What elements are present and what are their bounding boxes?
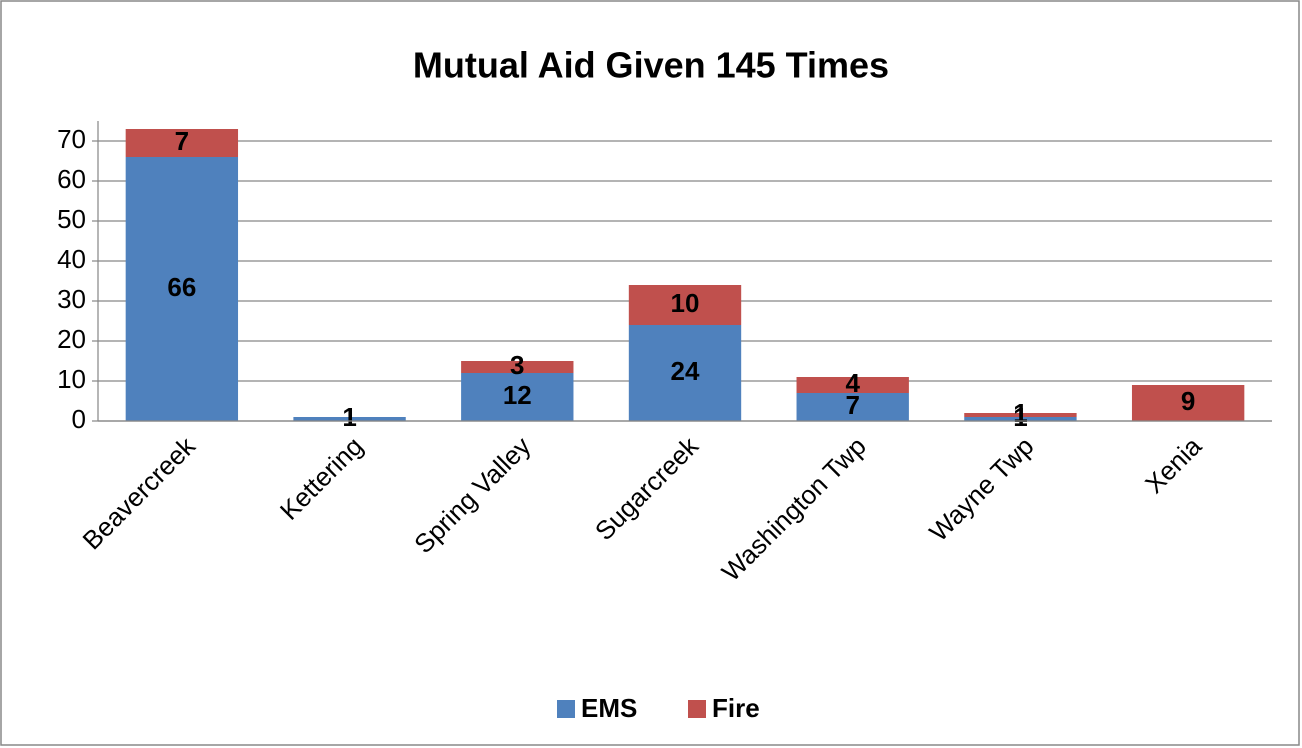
y-tick-label: 10 xyxy=(57,364,86,394)
bar-segment xyxy=(1131,385,1245,421)
legend-label: EMS xyxy=(581,693,637,723)
y-tick-label: 30 xyxy=(57,284,86,314)
chart-title: Mutual Aid Given 145 Times xyxy=(413,45,889,86)
legend-swatch xyxy=(688,700,706,718)
data-label: 1 xyxy=(1013,398,1027,428)
bar-segment xyxy=(964,413,1077,417)
data-label: 3 xyxy=(510,350,524,380)
data-label: 9 xyxy=(1181,386,1195,416)
y-tick-label: 20 xyxy=(57,324,86,354)
bar-segment xyxy=(796,377,909,393)
data-label: 1 xyxy=(1013,402,1027,432)
y-tick-label: 40 xyxy=(57,244,86,274)
y-tick-label: 50 xyxy=(57,204,86,234)
bar-segment xyxy=(796,393,909,421)
bar-segment xyxy=(628,325,742,421)
legend-swatch xyxy=(557,700,575,718)
data-label: 7 xyxy=(845,390,859,420)
data-label: 10 xyxy=(671,288,700,318)
data-label: 4 xyxy=(845,368,860,398)
data-label: 1 xyxy=(342,402,356,432)
data-label: 66 xyxy=(167,272,196,302)
bar-segment xyxy=(964,417,1077,421)
y-tick-label: 70 xyxy=(57,124,86,154)
data-label: 7 xyxy=(175,126,189,156)
y-tick-label: 60 xyxy=(57,164,86,194)
bar-segment xyxy=(125,157,239,421)
bar-segment xyxy=(461,373,574,421)
data-label: 24 xyxy=(671,356,700,386)
data-label: 12 xyxy=(503,380,532,410)
bar-segment xyxy=(293,417,406,421)
bar-segment xyxy=(125,129,239,157)
y-tick-label: 0 xyxy=(72,404,86,434)
bar-segment xyxy=(461,361,574,373)
bar-segment xyxy=(628,285,742,325)
legend-label: Fire xyxy=(712,693,760,723)
